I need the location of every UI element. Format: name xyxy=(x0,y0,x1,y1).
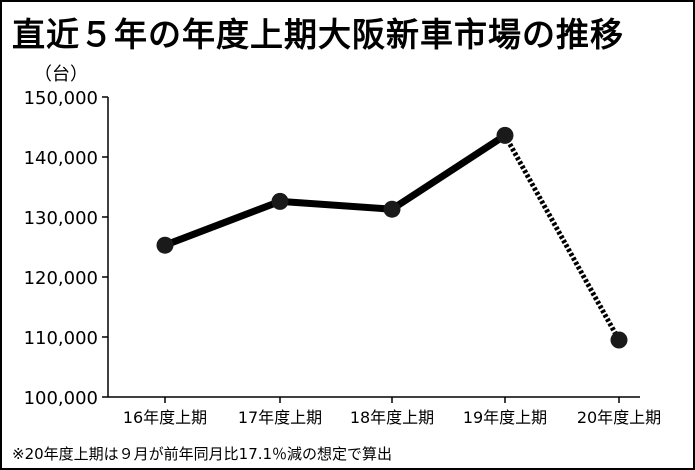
y-unit-label: （台） xyxy=(34,64,88,85)
data-point xyxy=(610,331,628,349)
y-tick-label: 150,000 xyxy=(24,88,98,109)
y-tick-label: 140,000 xyxy=(24,148,98,169)
x-tick-label: 19年度上期 xyxy=(463,408,547,427)
y-tick-label: 100,000 xyxy=(24,388,98,409)
y-ticks: 100,000 110,000 120,000 130,000 140,000 150,0… xyxy=(24,88,108,409)
data-point xyxy=(496,126,514,144)
y-tick-label: 130,000 xyxy=(24,208,98,229)
data-point xyxy=(271,192,289,210)
line-segment xyxy=(390,132,507,213)
footnote: ※20年度上期は９月が前年同月比17.1％減の想定で算出 xyxy=(12,445,393,463)
data-point xyxy=(156,236,174,254)
x-tick-label: 20年度上期 xyxy=(577,408,661,427)
series-line xyxy=(163,132,622,342)
chart-title: 直近５年の年度上期大阪新車市場の推移 xyxy=(12,15,624,54)
line-segment xyxy=(279,197,393,213)
y-tick-label: 120,000 xyxy=(24,268,98,289)
x-tick-label: 17年度上期 xyxy=(238,408,322,427)
data-points xyxy=(156,126,628,349)
estimated-segment xyxy=(502,134,622,342)
x-tick-label: 16年度上期 xyxy=(123,408,207,427)
x-ticks: 16年度上期 17年度上期 18年度上期 19年度上期 20年度上期 xyxy=(123,397,661,427)
y-tick-label: 110,000 xyxy=(24,328,98,349)
data-point xyxy=(383,200,401,218)
line-segment xyxy=(163,198,282,249)
x-tick-label: 18年度上期 xyxy=(350,408,434,427)
